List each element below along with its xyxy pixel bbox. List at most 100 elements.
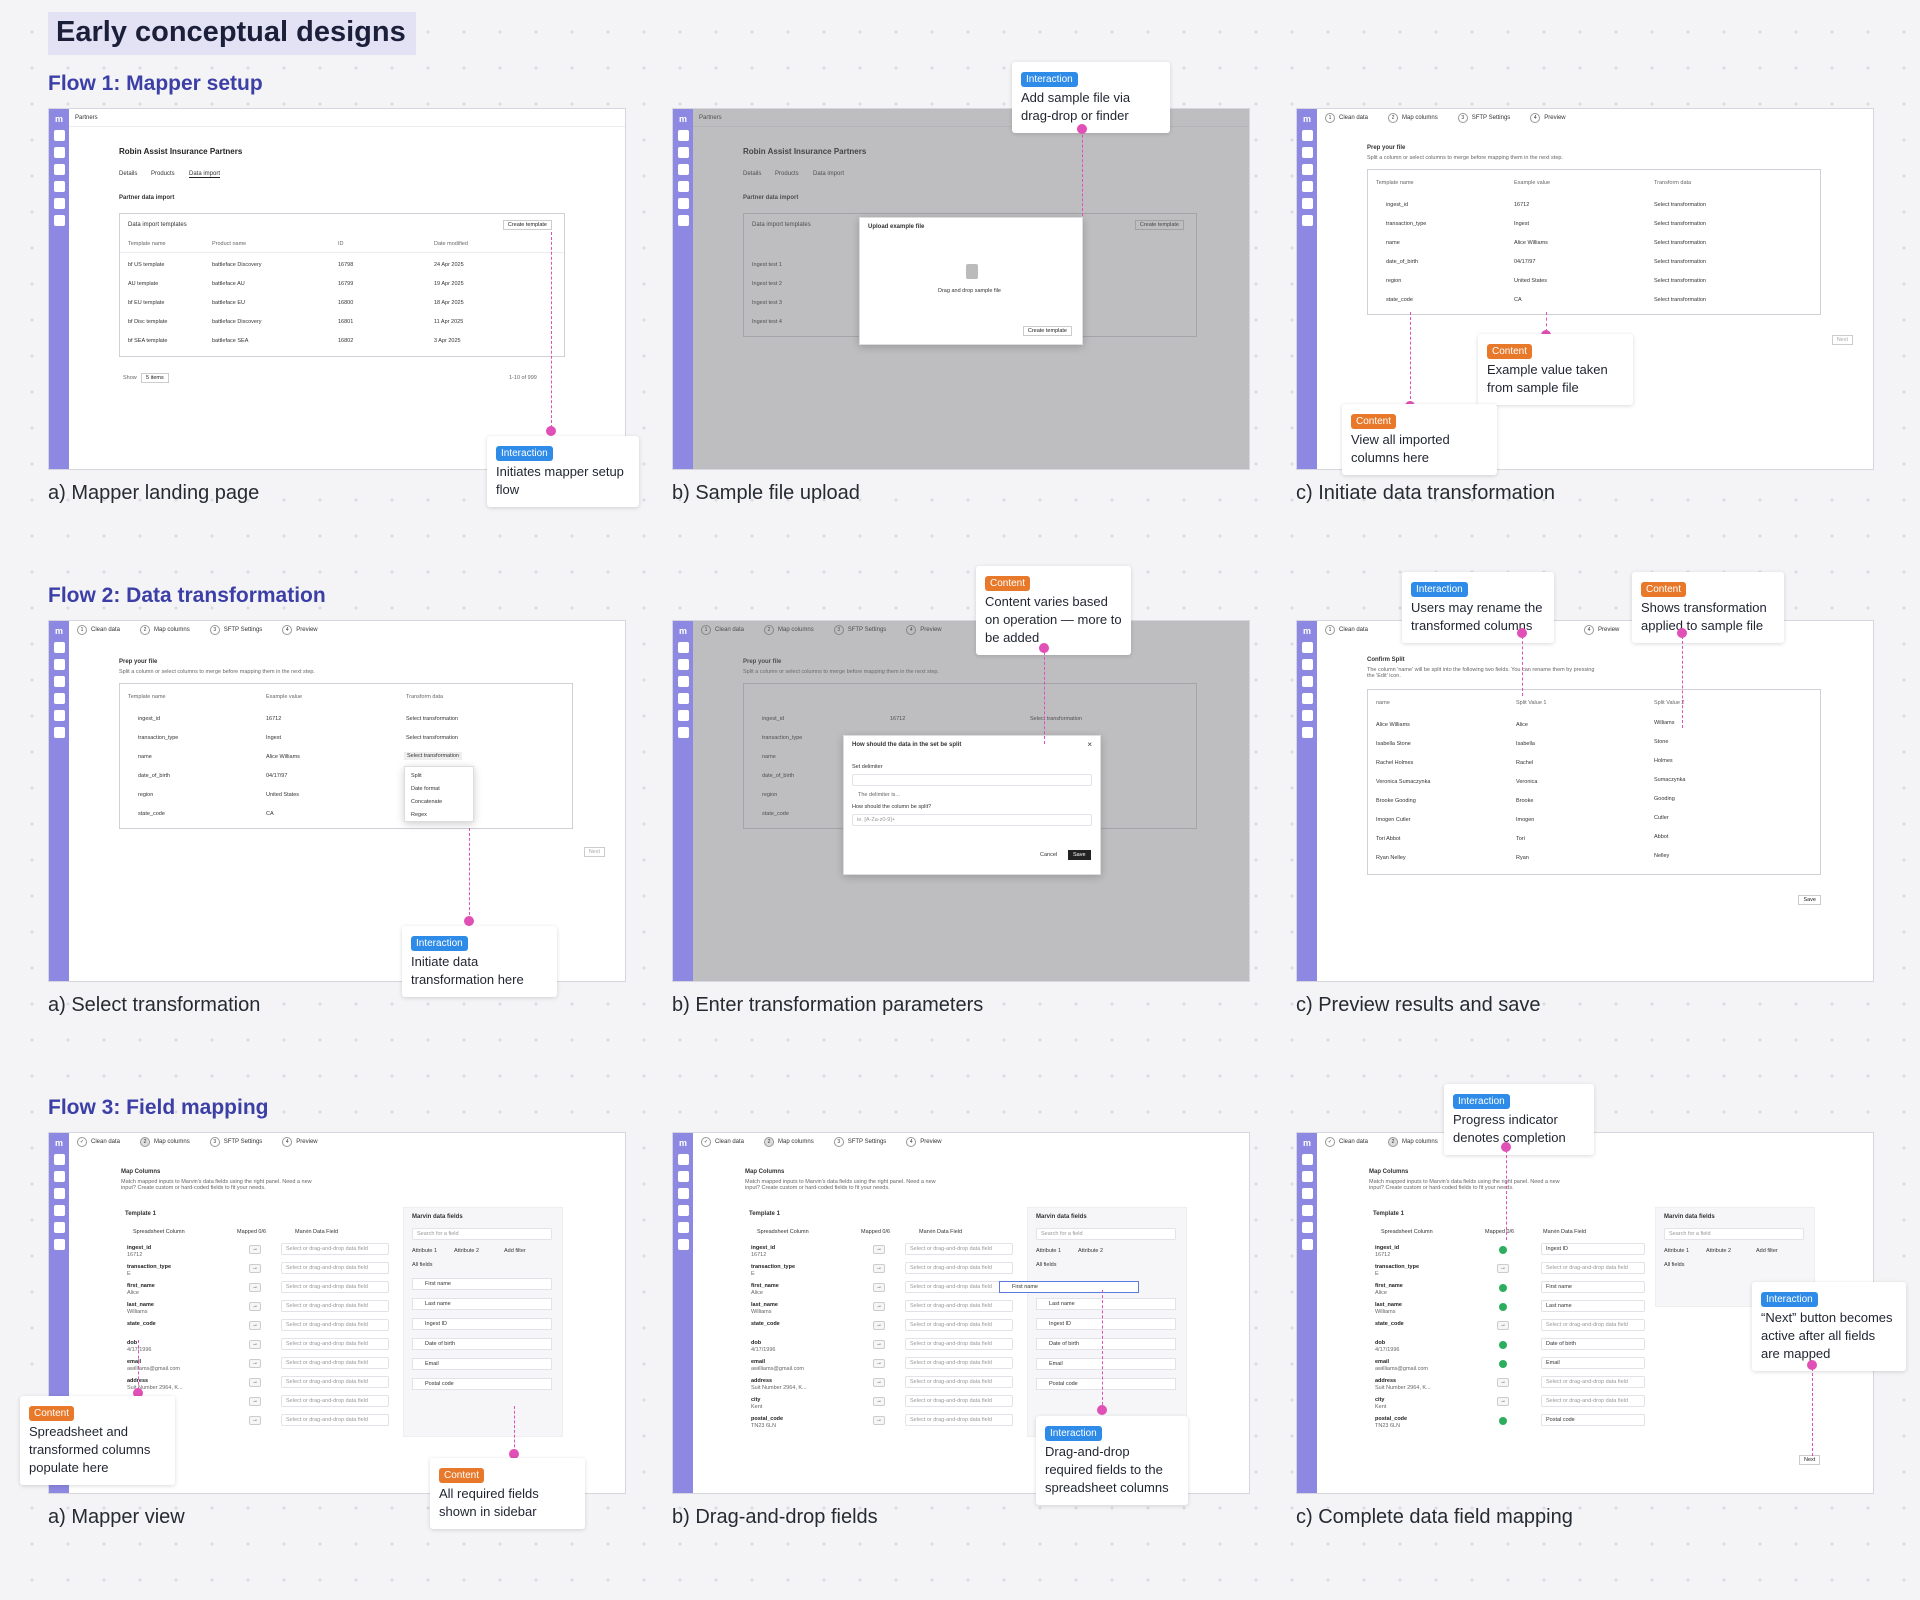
mapped-field[interactable]: First name (1541, 1281, 1645, 1293)
option-split[interactable]: Split (411, 773, 422, 779)
next-button[interactable]: Next (1831, 335, 1853, 345)
transform-select[interactable]: Select transformation (1654, 240, 1706, 246)
arrow-icon[interactable]: → (873, 1245, 885, 1254)
field-last-name[interactable]: Last name (1036, 1298, 1176, 1310)
table-row[interactable]: transaction_type (762, 735, 803, 741)
arrow-icon[interactable]: → (1497, 1321, 1509, 1330)
drop-field[interactable]: Select or drag-and-drop data field (1541, 1262, 1645, 1274)
arrow-icon[interactable]: → (1497, 1397, 1509, 1406)
field-ingest-id[interactable]: Ingest ID (1036, 1318, 1176, 1330)
drop-field[interactable]: Select or drag-and-drop data field (281, 1300, 389, 1312)
arrow-icon[interactable]: → (873, 1378, 885, 1387)
add-filter-button[interactable]: Add filter (1756, 1248, 1778, 1254)
table-row[interactable]: region (1386, 278, 1402, 284)
filter-attribute-2[interactable]: Attribute 2 (1078, 1248, 1104, 1254)
arrow-icon[interactable]: → (249, 1378, 261, 1387)
arrow-icon[interactable]: → (873, 1264, 885, 1273)
arrow-icon[interactable]: → (249, 1321, 261, 1330)
drop-field[interactable]: Select or drag-and-drop data field (905, 1262, 1013, 1274)
tab-products[interactable]: Products (775, 171, 799, 177)
table-row[interactable]: name (762, 754, 776, 760)
arrow-icon[interactable]: → (873, 1283, 885, 1292)
option-concatenate[interactable]: Concatenate (411, 799, 443, 805)
step-sftp[interactable]: 3 SFTP Settings (209, 625, 262, 635)
field-email[interactable]: Email (1036, 1358, 1176, 1370)
drop-field[interactable]: Select or drag-and-drop data field (905, 1243, 1013, 1255)
table-row[interactable]: name (138, 754, 152, 760)
table-row[interactable]: region (138, 792, 154, 798)
step-map-columns[interactable]: 2 Map columns (1388, 113, 1438, 123)
breadcrumb[interactable]: Partners (693, 109, 1249, 127)
cancel-button[interactable]: Cancel (1040, 852, 1058, 858)
step-preview[interactable]: 4 Preview (282, 1137, 318, 1147)
dragged-field-first-name[interactable]: First name (999, 1281, 1139, 1293)
drop-field[interactable]: Select or drag-and-drop data field (281, 1281, 389, 1293)
transform-select[interactable]: Select transformation (1654, 221, 1706, 227)
step-preview[interactable]: 4 Preview (282, 625, 318, 635)
drop-field[interactable]: Select or drag-and-drop data field (281, 1376, 389, 1388)
table-row[interactable]: bf EU template (128, 300, 165, 306)
transform-select[interactable]: Select transformation (406, 735, 458, 741)
field-postal-code[interactable]: Postal code (1036, 1378, 1176, 1390)
next-button[interactable]: Next (583, 847, 605, 857)
table-row[interactable]: date_of_birth (762, 773, 795, 779)
field-first-name[interactable]: First name (412, 1278, 552, 1290)
drop-field[interactable]: Select or drag-and-drop data field (905, 1319, 1013, 1331)
step-map-columns[interactable]: 2 Map columns (140, 1137, 190, 1147)
arrow-icon[interactable]: → (873, 1340, 885, 1349)
regex-input[interactable]: ie. [A-Za-z0-9]+ (852, 814, 1092, 826)
tab-data-import[interactable]: Data import (813, 171, 845, 177)
table-row[interactable]: AU template (128, 281, 159, 287)
arrow-icon[interactable]: → (249, 1302, 261, 1311)
table-row[interactable]: name (1386, 240, 1400, 246)
mapped-field[interactable]: Email (1541, 1357, 1645, 1369)
table-row[interactable]: bf US template (128, 262, 165, 268)
step-sftp[interactable]: 3 SFTP Settings (833, 1137, 886, 1147)
drop-field[interactable]: Select or drag-and-drop data field (905, 1357, 1013, 1369)
mapped-field[interactable]: Postal code (1541, 1414, 1645, 1426)
step-clean-data[interactable]: ✓ Clean data (1325, 1137, 1368, 1147)
drop-field[interactable]: Select or drag-and-drop data field (281, 1243, 389, 1255)
add-filter-button[interactable]: Add filter (504, 1248, 526, 1254)
arrow-icon[interactable]: → (249, 1264, 261, 1273)
arrow-icon[interactable]: → (873, 1302, 885, 1311)
field-email[interactable]: Email (412, 1358, 552, 1370)
step-map-columns[interactable]: 2 Map columns (140, 625, 190, 635)
split-value-2-header[interactable]: Split Value 2 (1654, 700, 1685, 706)
drop-field[interactable]: Select or drag-and-drop data field (905, 1414, 1013, 1426)
tab-details[interactable]: Details (743, 171, 762, 177)
step-clean-data[interactable]: 1 Clean data (1325, 113, 1368, 123)
close-icon[interactable]: × (1087, 740, 1092, 749)
transform-select[interactable]: Select transformation (1654, 278, 1706, 284)
step-preview[interactable]: 4 Preview (906, 1137, 942, 1147)
table-row[interactable]: bf SEA template (128, 338, 168, 344)
filter-attribute-1[interactable]: Attribute 1 (1664, 1248, 1690, 1254)
search-input[interactable]: Search for a field (1664, 1228, 1804, 1240)
drop-field[interactable]: Select or drag-and-drop data field (905, 1281, 1013, 1293)
drop-field[interactable]: Select or drag-and-drop data field (905, 1376, 1013, 1388)
field-last-name[interactable]: Last name (412, 1298, 552, 1310)
table-row[interactable]: transaction_type (138, 735, 179, 741)
mapped-field[interactable]: Date of birth (1541, 1338, 1645, 1350)
show-select[interactable]: 5 items (141, 373, 169, 383)
step-clean-data[interactable]: ✓ Clean data (77, 1137, 120, 1147)
drop-field[interactable]: Select or drag-and-drop data field (281, 1319, 389, 1331)
step-sftp[interactable]: 3 SFTP Settings (209, 1137, 262, 1147)
transform-select[interactable]: Select transformation (1654, 202, 1706, 208)
table-row[interactable]: bf Disc template (128, 319, 168, 325)
filter-attribute-1[interactable]: Attribute 1 (412, 1248, 438, 1254)
drop-field[interactable]: Select or drag-and-drop data field (1541, 1319, 1645, 1331)
step-clean-data[interactable]: 1 Clean data (701, 625, 744, 635)
step-map-columns[interactable]: 2 Map columns (764, 1137, 814, 1147)
arrow-icon[interactable]: → (873, 1416, 885, 1425)
transform-select-open[interactable]: Select transformation (404, 752, 462, 760)
mapped-field[interactable]: Ingest ID (1541, 1243, 1645, 1255)
step-preview[interactable]: 4 Preview (1584, 625, 1619, 635)
step-preview[interactable]: 4 Preview (906, 625, 942, 635)
tab-data-import[interactable]: Data import (189, 171, 221, 178)
table-row[interactable]: Ingest test 3 (752, 300, 782, 306)
tab-details[interactable]: Details (119, 171, 138, 177)
arrow-icon[interactable]: → (873, 1359, 885, 1368)
filter-attribute-2[interactable]: Attribute 2 (1706, 1248, 1732, 1254)
drop-field[interactable]: Select or drag-and-drop data field (281, 1262, 389, 1274)
